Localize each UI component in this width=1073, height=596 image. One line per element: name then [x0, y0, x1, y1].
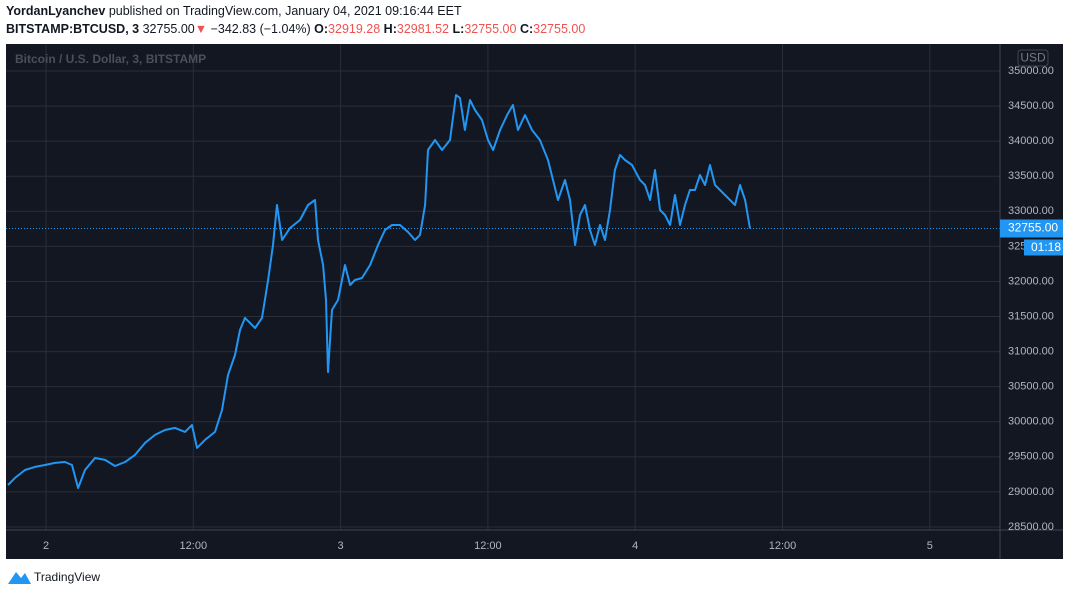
- watermark: Bitcoin / U.S. Dollar, 3, BITSTAMP: [15, 52, 206, 66]
- chart-panel: [6, 44, 1063, 559]
- y-tick-label: 34500.00: [1008, 100, 1054, 112]
- currency-box: [1017, 49, 1049, 67]
- logo: TradingView: [8, 570, 100, 584]
- grid: [6, 44, 1000, 530]
- countdown-box: [1024, 239, 1063, 256]
- last-price-label: 32755.00: [1008, 221, 1058, 235]
- author: YordanLyanchev: [6, 4, 105, 18]
- ohlc-line: BITSTAMP:BTCUSD, 3 32755.00▼ −342.83 (−1…: [6, 22, 585, 36]
- x-tick-label: 12:00: [180, 540, 208, 552]
- x-tick-label: 4: [632, 540, 638, 552]
- l-label: L:: [453, 22, 465, 36]
- x-tick-label: 12:00: [769, 540, 797, 552]
- symbol: BITSTAMP:BTCUSD, 3: [6, 22, 139, 36]
- x-tick-label: 5: [927, 540, 933, 552]
- brand[interactable]: TradingView: [34, 570, 100, 584]
- x-tick-label: 3: [338, 540, 344, 552]
- c-value: 32755.00: [533, 22, 585, 36]
- header-line: YordanLyanchev published on TradingView.…: [6, 4, 462, 18]
- plot: [6, 94, 1000, 489]
- y-tick-label: 33500.00: [1008, 170, 1054, 182]
- price: 32755.00: [143, 22, 195, 36]
- y-tick-label: 32000.00: [1008, 275, 1054, 287]
- o-value: 32919.28: [328, 22, 380, 36]
- y-tick-label: 35000.00: [1008, 65, 1054, 77]
- change: −342.83 (−1.04%): [211, 22, 311, 36]
- y-tick-label: 28500.00: [1008, 521, 1054, 533]
- published: published on TradingView.com, January 04…: [109, 4, 462, 18]
- countdown: 01:18: [1031, 240, 1061, 254]
- logo-icon: [8, 572, 31, 584]
- axes: 2 12:00 3 12:00 4 12:00 5 28500.00 29000.00 29500…: [43, 49, 1063, 552]
- arrow: ▼: [195, 22, 207, 36]
- y-tick-label: 30000.00: [1008, 416, 1054, 428]
- y-tick-label: 34000.00: [1008, 135, 1054, 147]
- l-value: 32755.00: [464, 22, 516, 36]
- currency: USD: [1020, 51, 1046, 65]
- y-tick-label: 30500.00: [1008, 381, 1054, 393]
- o-label: O:: [314, 22, 328, 36]
- c-label: C:: [520, 22, 533, 36]
- x-tick-label: 2: [43, 540, 49, 552]
- last-price-box: [1000, 219, 1063, 238]
- h-value: 32981.52: [397, 22, 449, 36]
- y-tick-label: 33000.00: [1008, 205, 1054, 217]
- price-line: [7, 94, 751, 489]
- y-tick-label: 29000.00: [1008, 486, 1054, 498]
- x-tick-label: 12:00: [474, 540, 502, 552]
- y-tick-label: 31000.00: [1008, 346, 1054, 358]
- y-tick-label: 29500.00: [1008, 451, 1054, 463]
- y-tick-label: 31500.00: [1008, 310, 1054, 322]
- h-label: H:: [384, 22, 397, 36]
